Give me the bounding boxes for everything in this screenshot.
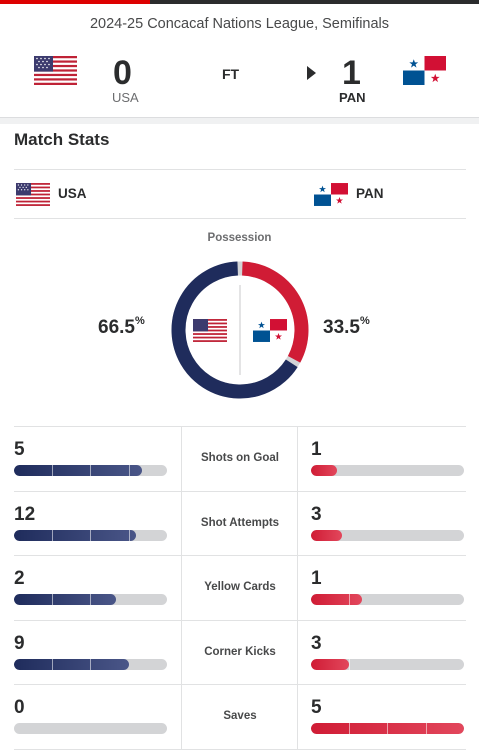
- home-stat-value: 0: [14, 697, 25, 718]
- away-abbr[interactable]: PAN: [339, 90, 366, 105]
- column-divider: [297, 619, 298, 684]
- row-divider: [14, 555, 466, 556]
- away-stat-bar: [311, 594, 464, 605]
- away-stat-value: 3: [311, 632, 322, 654]
- column-divider: [181, 426, 182, 491]
- column-divider: [297, 490, 298, 555]
- column-divider: [297, 555, 298, 620]
- stat-label: Yellow Cards: [204, 581, 276, 593]
- bar-segment-mark: [90, 594, 91, 605]
- usa-flag-icon[interactable]: [34, 56, 77, 85]
- bar-segment-mark: [349, 723, 350, 734]
- home-stat-bar: [14, 594, 167, 605]
- row-divider: [14, 619, 466, 621]
- away-stat-value: 1: [311, 439, 322, 460]
- match-stats-card: Match Stats USA PAN Possession 66.5% 33.…: [0, 124, 479, 750]
- bar-segment-mark: [90, 529, 91, 541]
- home-score: 0: [113, 54, 132, 92]
- away-stat-bar: [311, 723, 464, 734]
- bar-segment-mark: [52, 594, 53, 605]
- row-divider: [14, 684, 466, 685]
- home-stat-bar-fill: [14, 594, 116, 605]
- match-status: FT: [222, 66, 240, 82]
- scoreboard: 2024-25 Concacaf Nations League, Semifin…: [0, 4, 479, 118]
- accent-red: [0, 0, 150, 4]
- possession-label: Possession: [207, 232, 272, 244]
- stat-label: Saves: [223, 710, 257, 722]
- away-stat-bar: [311, 465, 464, 476]
- usa-flag-icon: [16, 183, 50, 206]
- column-divider: [181, 555, 182, 620]
- away-team-name: PAN: [356, 186, 384, 201]
- row-divider: [14, 426, 466, 427]
- column-divider: [181, 490, 182, 555]
- home-stat-bar: [14, 529, 167, 541]
- home-stat-bar-fill: [14, 465, 142, 476]
- panama-flag-icon: [314, 183, 348, 206]
- possession-donut-chart: [171, 261, 309, 399]
- panama-flag-icon: [253, 319, 287, 342]
- away-stat-bar: [311, 658, 464, 670]
- away-stat-bar-fill: [311, 529, 342, 541]
- home-stat-value: 5: [14, 439, 25, 460]
- away-possession-value: 33.5: [323, 317, 360, 338]
- home-stat-bar: [14, 658, 167, 670]
- column-divider: [181, 619, 182, 684]
- home-possession-arc: [171, 261, 298, 399]
- home-stat-value: 9: [14, 632, 25, 654]
- column-divider: [297, 684, 298, 749]
- column-divider: [297, 426, 298, 491]
- row-divider: [14, 748, 466, 750]
- away-stat-bar-fill: [311, 658, 350, 670]
- bar-segment-mark: [129, 465, 130, 476]
- stat-label: Corner Kicks: [204, 645, 276, 658]
- bar-segment-mark: [426, 723, 427, 734]
- home-possession-pct: 66.5%: [98, 315, 145, 339]
- home-stat-bar: [14, 723, 167, 734]
- usa-flag-icon: [193, 319, 227, 342]
- bar-segment-mark: [90, 658, 91, 670]
- away-stat-bar: [311, 529, 464, 541]
- home-stat-value: 2: [14, 568, 25, 589]
- away-stat-bar-fill: [311, 594, 362, 605]
- bar-segment-mark: [52, 658, 53, 670]
- away-stat-bar-fill: [311, 465, 337, 476]
- away-stat-value: 3: [311, 503, 322, 525]
- stat-label: Shots on Goal: [201, 452, 279, 464]
- column-divider: [181, 684, 182, 749]
- percent-symbol: %: [359, 315, 370, 327]
- bar-segment-mark: [349, 594, 350, 605]
- away-score: 1: [342, 54, 361, 92]
- card-title: Match Stats: [14, 130, 110, 149]
- bar-segment-mark: [129, 529, 130, 541]
- home-possession-value: 66.5: [98, 317, 135, 338]
- away-possession-pct: 33.5%: [323, 315, 370, 339]
- bar-segment-mark: [90, 465, 91, 476]
- home-stat-bar-fill: [14, 658, 129, 670]
- home-team-name: USA: [58, 186, 87, 201]
- panama-flag-icon[interactable]: [403, 56, 446, 85]
- away-stat-value: 1: [311, 568, 322, 589]
- divider: [14, 169, 466, 170]
- percent-symbol: %: [134, 315, 145, 327]
- bar-segment-mark: [349, 658, 350, 670]
- divider: [14, 218, 466, 219]
- bar-segment-mark: [52, 465, 53, 476]
- away-possession-arc: [241, 261, 309, 363]
- home-abbr[interactable]: USA: [112, 90, 139, 105]
- bar-segment-mark: [387, 723, 388, 734]
- away-stat-value: 5: [311, 697, 322, 718]
- home-stat-bar-fill: [14, 529, 137, 541]
- top-accent-bar: [0, 0, 479, 4]
- stat-label: Shot Attempts: [200, 516, 280, 529]
- home-stat-value: 12: [14, 503, 36, 525]
- bar-segment-mark: [52, 529, 53, 541]
- row-divider: [14, 490, 466, 492]
- home-stat-bar: [14, 465, 167, 476]
- competition-title: 2024-25 Concacaf Nations League, Semifin…: [89, 16, 390, 32]
- winner-arrow-icon: [307, 66, 316, 80]
